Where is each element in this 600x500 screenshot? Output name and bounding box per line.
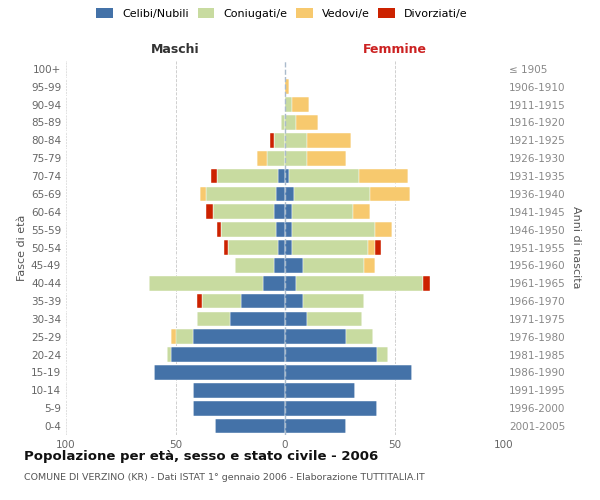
Bar — [285, 133, 307, 148]
Bar — [269, 133, 274, 148]
Bar — [302, 258, 364, 272]
Text: Maschi: Maschi — [151, 44, 200, 57]
Bar — [285, 419, 346, 434]
Y-axis label: Fasce di età: Fasce di età — [17, 214, 27, 280]
Bar — [285, 186, 294, 201]
Legend: Celibi/Nubili, Coniugati/e, Vedovi/e, Divorziati/e: Celibi/Nubili, Coniugati/e, Vedovi/e, Di… — [97, 8, 467, 19]
Bar — [292, 98, 309, 112]
Text: COMUNE DI VERZINO (KR) - Dati ISTAT 1° gennaio 2006 - Elaborazione TUTTITALIA.IT: COMUNE DI VERZINO (KR) - Dati ISTAT 1° g… — [24, 472, 425, 482]
Bar — [281, 115, 285, 130]
Bar — [285, 312, 307, 326]
Bar — [274, 133, 285, 148]
Bar — [285, 294, 302, 308]
Bar — [268, 151, 285, 166]
Bar — [274, 258, 285, 272]
Bar — [375, 240, 382, 255]
Bar — [285, 151, 307, 166]
Bar — [171, 348, 285, 362]
Bar — [375, 222, 392, 237]
Bar — [289, 168, 359, 184]
Bar — [213, 204, 274, 219]
Bar — [285, 383, 355, 398]
Bar — [211, 168, 217, 184]
Bar — [221, 222, 276, 237]
Bar — [285, 365, 412, 380]
Bar — [292, 222, 375, 237]
Bar — [307, 133, 350, 148]
Bar — [217, 222, 221, 237]
Bar — [193, 383, 285, 398]
Bar — [193, 330, 285, 344]
Bar — [285, 80, 289, 94]
Text: Femmine: Femmine — [362, 44, 427, 57]
Text: Popolazione per età, sesso e stato civile - 2006: Popolazione per età, sesso e stato civil… — [24, 450, 378, 463]
Bar — [346, 330, 373, 344]
Bar — [285, 276, 296, 290]
Bar — [302, 294, 364, 308]
Bar — [377, 348, 388, 362]
Bar — [353, 204, 370, 219]
Bar — [285, 348, 377, 362]
Bar — [285, 401, 377, 415]
Y-axis label: Anni di nascita: Anni di nascita — [571, 206, 581, 289]
Bar — [197, 312, 230, 326]
Bar — [274, 204, 285, 219]
Bar — [292, 240, 368, 255]
Bar — [193, 401, 285, 415]
Bar — [278, 168, 285, 184]
Bar — [285, 204, 292, 219]
Bar — [263, 276, 285, 290]
Bar — [224, 240, 228, 255]
Bar — [296, 115, 318, 130]
Bar — [241, 294, 285, 308]
Bar — [285, 98, 292, 112]
Bar — [167, 348, 171, 362]
Bar — [217, 168, 278, 184]
Bar — [215, 419, 285, 434]
Bar — [228, 240, 278, 255]
Bar — [206, 186, 276, 201]
Bar — [294, 186, 370, 201]
Bar — [276, 222, 285, 237]
Bar — [285, 168, 289, 184]
Bar — [230, 312, 285, 326]
Bar — [423, 276, 430, 290]
Bar — [359, 168, 407, 184]
Bar — [235, 258, 274, 272]
Bar — [149, 276, 263, 290]
Bar — [307, 151, 346, 166]
Bar — [285, 258, 302, 272]
Bar — [296, 276, 423, 290]
Bar — [285, 222, 292, 237]
Bar — [368, 240, 375, 255]
Bar — [285, 240, 292, 255]
Bar — [285, 115, 296, 130]
Bar — [171, 330, 176, 344]
Bar — [278, 240, 285, 255]
Bar — [285, 330, 346, 344]
Bar — [364, 258, 375, 272]
Bar — [175, 330, 193, 344]
Bar — [154, 365, 285, 380]
Bar — [197, 294, 202, 308]
Bar — [276, 186, 285, 201]
Bar — [307, 312, 362, 326]
Bar — [370, 186, 410, 201]
Bar — [257, 151, 268, 166]
Bar — [200, 186, 206, 201]
Bar — [202, 294, 241, 308]
Bar — [206, 204, 213, 219]
Bar — [292, 204, 353, 219]
